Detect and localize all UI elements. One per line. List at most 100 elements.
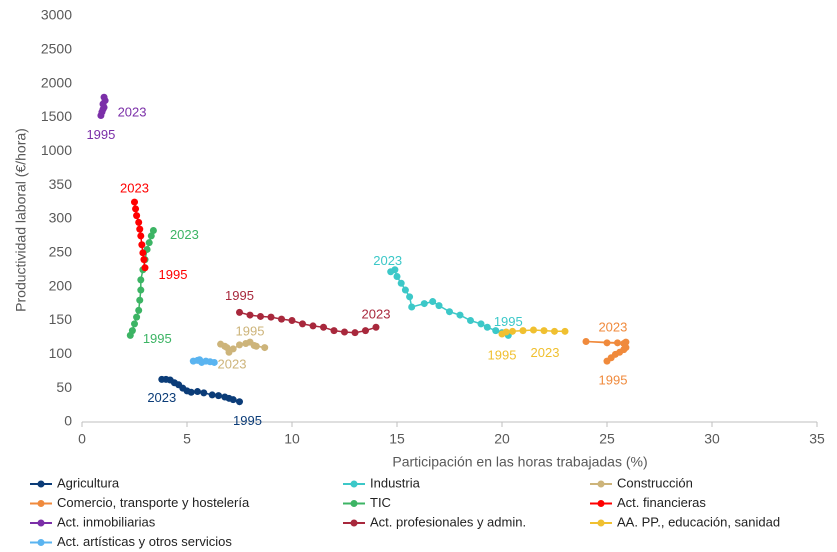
marker <box>194 388 201 396</box>
marker <box>236 308 243 316</box>
legend-label: Act. inmobiliarias <box>57 514 156 529</box>
marker <box>225 348 233 356</box>
legend-marker <box>597 480 605 488</box>
marker <box>502 328 510 336</box>
y-tick-label: 250 <box>49 244 73 260</box>
y-tick-label: 1000 <box>41 142 72 158</box>
legend-marker <box>37 500 45 507</box>
marker <box>330 327 338 335</box>
marker <box>406 293 414 301</box>
marker <box>136 296 144 304</box>
marker <box>401 286 409 294</box>
x-tick-label: 15 <box>389 431 405 447</box>
start-year-label: 1995 <box>599 373 628 388</box>
series: 1995 2023 <box>126 227 199 346</box>
y-tick-label: 0 <box>64 413 72 429</box>
y-tick-label: 100 <box>49 345 73 361</box>
marker <box>210 358 218 366</box>
marker <box>215 392 222 400</box>
legend-marker <box>597 519 605 527</box>
marker <box>397 279 405 287</box>
x-tick-label: 25 <box>599 431 615 447</box>
marker <box>351 329 359 337</box>
marker <box>420 300 428 308</box>
end-year-label: 2023 <box>531 345 560 360</box>
marker <box>582 337 590 345</box>
marker <box>136 225 144 233</box>
marker <box>372 323 380 331</box>
marker <box>429 298 437 306</box>
marker <box>530 326 537 334</box>
marker <box>221 393 229 401</box>
legend-marker <box>37 539 45 546</box>
marker <box>138 241 146 249</box>
end-year-label: 2023 <box>373 253 402 268</box>
start-year-label: 1995 <box>143 331 172 346</box>
marker <box>133 212 141 220</box>
legend-marker <box>350 500 358 507</box>
series: 1995 2023 <box>217 324 269 372</box>
x-tick-label: 0 <box>78 431 86 447</box>
y-tick-label: 2500 <box>41 41 72 57</box>
series <box>189 356 218 366</box>
end-year-label: 2023 <box>118 105 147 120</box>
start-year-label: 1995 <box>225 288 254 303</box>
legend-marker <box>350 519 358 527</box>
marker <box>236 398 243 406</box>
end-year-label: 2023 <box>362 307 391 322</box>
marker <box>622 338 630 346</box>
end-year-label: 2023 <box>218 357 247 372</box>
series: 1995 2023 <box>582 320 630 388</box>
marker <box>614 339 621 347</box>
marker <box>141 264 149 272</box>
end-year-label: 2023 <box>147 390 176 405</box>
marker <box>149 227 157 235</box>
marker <box>208 391 216 399</box>
legend-label: AA. PP., educación, sanidad <box>617 514 780 529</box>
marker <box>132 205 140 213</box>
start-year-label: 1995 <box>236 324 265 339</box>
marker <box>147 232 155 240</box>
marker <box>509 327 516 335</box>
marker <box>250 342 258 350</box>
legend-label: Industria <box>370 475 421 490</box>
legend-label: Act. artísticas y otros servicios <box>57 534 232 549</box>
marker <box>446 308 453 316</box>
series-line <box>390 268 509 337</box>
marker <box>128 327 136 335</box>
series: 1995 2023 <box>488 326 569 362</box>
legend-marker <box>597 500 605 507</box>
legend-marker <box>37 519 45 527</box>
marker <box>257 312 264 320</box>
marker <box>603 339 611 347</box>
marker <box>137 232 145 240</box>
legend-label: Act. profesionales y admin. <box>370 514 526 529</box>
x-tick-label: 5 <box>183 431 191 447</box>
marker <box>435 302 443 310</box>
marker <box>135 218 143 226</box>
marker <box>140 256 148 264</box>
marker <box>137 276 145 284</box>
legend-label: TIC <box>370 495 391 510</box>
y-tick-label: 2000 <box>41 74 72 90</box>
marker <box>320 323 327 331</box>
x-tick-label: 30 <box>704 431 720 447</box>
marker <box>242 340 250 348</box>
y-tick-label: 300 <box>49 210 73 226</box>
marker <box>217 340 225 348</box>
series: 1995 2023 <box>373 253 523 339</box>
marker <box>200 389 208 397</box>
end-year-label: 2023 <box>598 320 627 335</box>
marker <box>131 198 138 206</box>
marker <box>483 323 491 331</box>
marker <box>236 341 243 349</box>
marker <box>519 327 527 335</box>
x-axis-label: Participación en las horas trabajadas (%… <box>392 454 647 470</box>
y-tick-label: 150 <box>49 311 73 327</box>
legend-label: Comercio, transporte y hostelería <box>57 495 250 510</box>
start-year-label: 1995 <box>488 347 517 362</box>
marker <box>551 327 558 335</box>
marker <box>261 344 269 352</box>
start-year-label: 1995 <box>159 267 188 282</box>
marker <box>145 239 153 247</box>
